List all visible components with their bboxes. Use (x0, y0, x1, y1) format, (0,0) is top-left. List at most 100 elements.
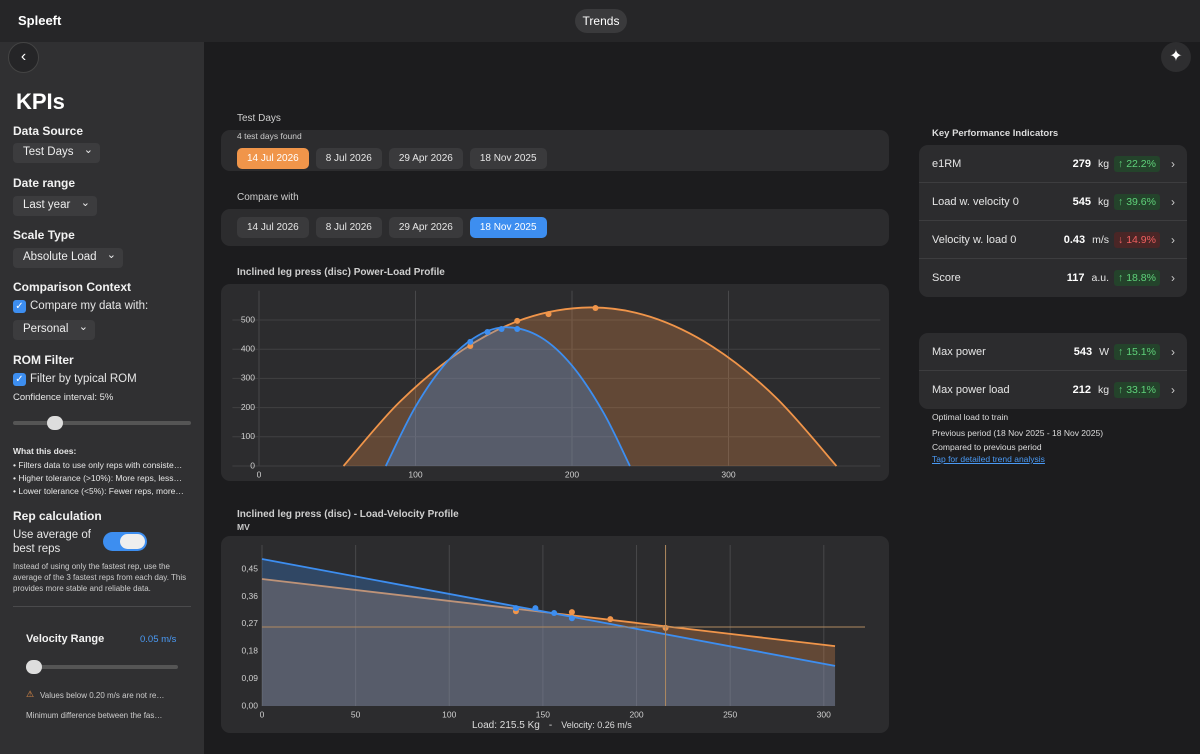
kpi-row[interactable]: Velocity w. load 0 0.43 m/s ↓ 14.9% › (919, 221, 1187, 259)
select[interactable]: Personal (13, 320, 95, 340)
date-chip[interactable]: 18 Nov 2025 (469, 148, 547, 169)
data-point (568, 615, 575, 622)
kpi-values: 279 kg ↑ 22.2% (1073, 155, 1160, 172)
y-tick-label: 500 (241, 314, 255, 324)
data-point (512, 605, 519, 612)
divider (13, 606, 191, 607)
kpi-row[interactable]: e1RM 279 kg ↑ 22.2% › (919, 145, 1187, 183)
kpi-unit: kg (1097, 195, 1110, 208)
y-tick-label: 100 (241, 431, 255, 441)
checkbox-label: Filter by typical ROM (30, 373, 137, 385)
y-tick-label: 0,09 (241, 673, 258, 683)
kpi-value: 212 (1072, 384, 1091, 396)
checkbox[interactable]: ✓ (13, 373, 26, 386)
kpi-row[interactable]: Max power 543 W ↑ 15.1% › (919, 333, 1187, 371)
kpi-change: ↑ 22.2% (1114, 155, 1160, 172)
kpi-unit: m/s (1092, 233, 1110, 246)
date-chip[interactable]: 14 Jul 2026 (237, 148, 309, 169)
tab[interactable]: Trends (575, 9, 627, 33)
kpi-label: Load w. velocity 0 (932, 195, 1019, 208)
kpi-row[interactable]: Load w. velocity 0 545 kg ↑ 39.6% › (919, 183, 1187, 221)
y-axis-label: MV (237, 522, 250, 532)
back-button[interactable]: ‹ (8, 42, 39, 73)
kpi-note: Optimal load to train (932, 412, 1009, 422)
y-tick-label: 0,18 (241, 646, 258, 656)
note: Minimum difference between the fas… (26, 711, 163, 720)
date-chip[interactable]: 14 Jul 2026 (237, 217, 309, 238)
data-point (545, 311, 552, 318)
kpi-note: Previous period (18 Nov 2025 - 18 Nov 20… (932, 428, 1104, 438)
select[interactable]: Test Days (13, 143, 100, 163)
date-chip[interactable]: 29 Apr 2026 (388, 217, 463, 238)
chevron: › (1171, 156, 1175, 171)
kpi-value: 0.43 (1063, 233, 1086, 246)
x-tick-label: 250 (723, 709, 737, 719)
chevron: › (1171, 232, 1175, 247)
kpi-value: 543 (1073, 345, 1093, 358)
section-label: Scale Type (13, 228, 75, 242)
kpi-label: Velocity w. load 0 (932, 233, 1017, 246)
toggle[interactable] (103, 532, 147, 551)
fit-line (261, 558, 836, 667)
x-tick-label: 200 (629, 709, 643, 719)
warning-icon: ⚠ (26, 689, 35, 699)
kpi-label: Max power load (932, 384, 1010, 396)
data-point (551, 610, 558, 617)
y-tick-label: 400 (241, 343, 255, 353)
date-chip[interactable]: 8 Jul 2026 (315, 217, 382, 238)
y-tick-label: 0,27 (241, 618, 258, 628)
ai-button[interactable]: ✦ (1161, 42, 1191, 72)
chart-title: Inclined leg press (disc) Power-Load Pro… (237, 267, 445, 278)
kpi-unit: a.u. (1091, 272, 1110, 284)
select[interactable]: Last year (13, 196, 97, 216)
kpi-values: 0.43 m/s ↓ 14.9% (1063, 231, 1160, 248)
y-tick-label: 0,45 (241, 564, 258, 574)
kpi-row[interactable]: Max power load 212 kg ↑ 33.1% › (919, 371, 1187, 409)
slider-thumb[interactable] (26, 660, 42, 674)
data-point (514, 326, 521, 333)
data-point (514, 317, 521, 324)
chip-row: 14 Jul 2026 8 Jul 2026 29 Apr 2026 18 Nov 2… (237, 217, 547, 238)
kpi-row[interactable]: Score 117 a.u. ↑ 18.8% › (919, 259, 1187, 297)
kpi-panel: e1RM 279 kg ↑ 22.2% › Load w. velocity 0 545 kg… (919, 145, 1187, 297)
chevron: › (1171, 383, 1175, 397)
kpi-change: ↑ 15.1% (1114, 343, 1160, 360)
date-chip[interactable]: 29 Apr 2026 (388, 148, 463, 169)
slider-thumb[interactable] (47, 416, 63, 430)
kpi-panel: Max power 543 W ↑ 15.1% › Max power load 212 kg… (919, 333, 1187, 409)
chevron: › (1171, 271, 1175, 285)
x-tick-label: 300 (721, 469, 735, 479)
fit-line (342, 306, 838, 467)
date-chip[interactable]: 8 Jul 2026 (315, 148, 382, 169)
data-point (498, 326, 505, 333)
x-tick-label: 0 (257, 469, 262, 479)
trend-link[interactable]: Tap for detailed trend analysis (932, 454, 1045, 464)
sidebar-title: KPIs (16, 89, 65, 114)
help-item: • Filters data to use only reps with con… (13, 460, 183, 470)
velocity-value: 0.05 m/s (140, 634, 177, 645)
section-label: Comparison Context (13, 280, 132, 294)
date-chip[interactable]: 18 Nov 2025 (469, 217, 547, 238)
select[interactable]: Absolute Load (13, 248, 123, 268)
annotation-load: Load: 215.5 Kg (472, 720, 540, 731)
section-label: ROM Filter (13, 353, 74, 367)
kpi-values: 212 kg ↑ 33.1% (1073, 382, 1160, 398)
area (262, 579, 836, 706)
section-label: Compare with (237, 192, 299, 203)
checkbox[interactable]: ✓ (13, 300, 26, 313)
kpi-values: 545 kg ↑ 39.6% (1072, 193, 1160, 210)
chip-row: 14 Jul 2026 8 Jul 2026 29 Apr 2026 18 Nov 2… (237, 148, 547, 169)
data-point (532, 605, 539, 612)
x-tick-label: 0 (260, 709, 265, 719)
slider-track (26, 665, 178, 669)
y-tick-label: 300 (241, 373, 255, 383)
help-list: • Filters data to use only reps with con… (13, 459, 184, 498)
section-label: Data Source (13, 124, 84, 138)
x-tick-label: 100 (408, 469, 422, 479)
fit-line (384, 326, 631, 467)
slider-track (13, 421, 191, 425)
kpi-value: 545 (1072, 195, 1091, 208)
kpi-change: ↑ 18.8% (1114, 270, 1160, 286)
kpi-label: Max power (932, 345, 986, 358)
